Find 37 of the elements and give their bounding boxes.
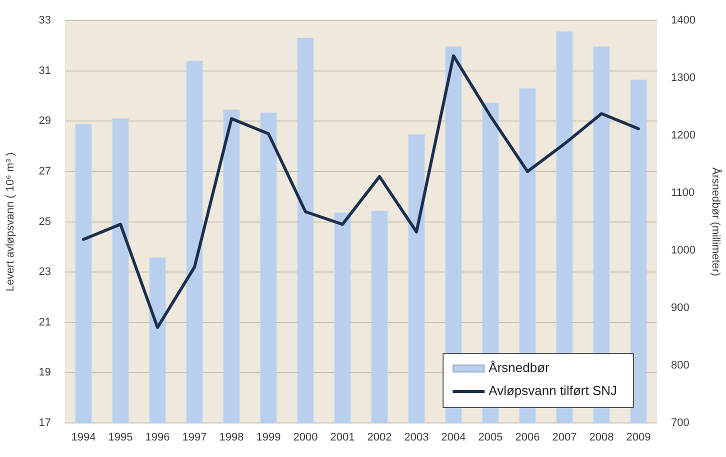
x-tick-label: 2007 — [552, 432, 577, 444]
y2-tick-label: 1000 — [671, 244, 696, 257]
y2-tick-label: 1200 — [671, 130, 696, 142]
x-tick-label: 2006 — [515, 432, 540, 444]
x-tick-label: 1998 — [219, 432, 244, 444]
y-tick-label: 31 — [38, 64, 51, 77]
x-tick-label: 1995 — [108, 432, 133, 444]
x-tick-label: 1994 — [71, 432, 96, 444]
legend-label: Årsnedbør — [488, 360, 550, 376]
y-tick-label: 19 — [38, 366, 51, 379]
y-axis-title: Levert avløpsvann ( 10⁶ m³ ) — [4, 152, 17, 292]
y-tick-label: 29 — [38, 115, 51, 128]
x-tick-label: 2000 — [293, 432, 318, 444]
y-tick-label: 17 — [38, 417, 51, 430]
x-tick-label: 2009 — [626, 432, 651, 444]
y2-tick-label: 700 — [671, 417, 690, 430]
x-tick-label: 1999 — [256, 432, 281, 444]
y2-tick-label: 800 — [671, 360, 690, 372]
y2-tick-label: 1100 — [671, 187, 695, 200]
y-tick-label: 23 — [38, 266, 51, 278]
x-tick-label: 1996 — [145, 432, 170, 444]
x-tick-label: 1997 — [182, 432, 207, 444]
y-tick-label: 25 — [38, 216, 51, 228]
y2-tick-label: 900 — [671, 302, 690, 314]
x-tick-label: 2005 — [478, 432, 503, 444]
y2-tick-label: 1400 — [671, 14, 696, 27]
y-tick-label: 33 — [38, 14, 51, 27]
y2-axis-title: Årsnedbør (millimeter) — [709, 167, 722, 276]
x-tick-label: 2008 — [589, 432, 614, 444]
legend-label: Avløpsvann tilført SNJ — [488, 383, 618, 398]
y2-tick-label: 1300 — [671, 72, 696, 84]
x-tick-label: 2004 — [441, 432, 466, 444]
y-tick-label: 27 — [38, 166, 51, 178]
y-tick-label: 21 — [38, 316, 51, 328]
x-tick-label: 2001 — [330, 432, 355, 444]
x-tick-label: 2002 — [367, 432, 392, 444]
x-tick-label: 2003 — [404, 432, 429, 444]
